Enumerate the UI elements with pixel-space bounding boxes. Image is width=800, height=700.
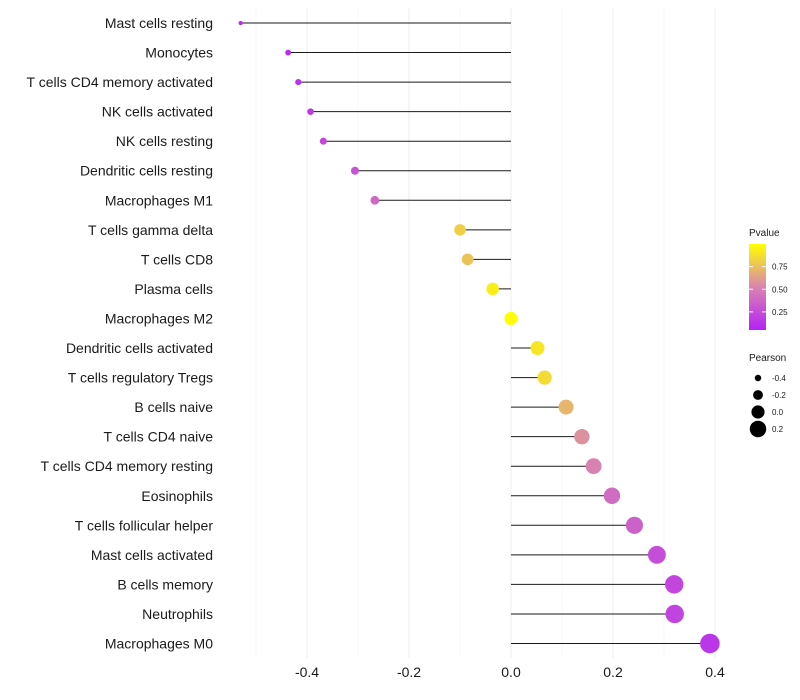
category-label: Mast cells resting [105,15,213,31]
lollipop-point [295,78,302,86]
legend-pearson-tick: 0.2 [772,425,784,434]
category-label: T cells regulatory Tregs [68,370,213,386]
legend-pearson-title: Pearson [749,353,786,364]
lollipop-point [307,108,314,115]
legend-colorbar [749,244,766,330]
lollipop-point [574,428,590,445]
legend-pvalue-tick: 0.25 [772,308,788,317]
lollipop-point [350,166,359,175]
legend-pvalue-tick: 0.50 [772,285,788,294]
category-label: T cells CD4 memory resting [41,458,213,474]
lollipop-point [454,224,466,236]
x-tick-label: 0.2 [603,664,623,680]
legend-size-point [753,390,763,400]
category-label: T cells follicular helper [75,517,214,533]
lollipop-point [558,399,574,415]
legend-pearson-tick: 0.0 [772,408,784,417]
category-label: NK cells activated [102,104,213,120]
x-tick-label: -0.4 [295,664,319,680]
legend-size-point [751,405,765,419]
x-tick-label: 0.0 [501,664,521,680]
lollipop-point [461,253,474,266]
category-label: B cells naive [134,399,213,415]
category-label: NK cells resting [116,133,213,149]
category-label: Mast cells activated [91,547,213,563]
lollipop-point [665,604,684,624]
category-label: Neutrophils [142,606,213,622]
category-label: Dendritic cells activated [66,340,213,356]
lollipop-point [285,49,292,56]
lollipop-point [537,370,552,385]
x-tick-label: 0.4 [705,664,725,680]
category-label: Macrophages M0 [105,636,213,652]
legend-pearson-tick: -0.2 [772,391,786,400]
category-label: Dendritic cells resting [80,163,213,179]
category-label: Eosinophils [141,488,213,504]
category-label: Monocytes [145,45,213,61]
legend-pvalue-tick: 0.75 [772,263,788,272]
category-label: T cells CD8 [141,251,213,267]
legend-size-point [754,374,762,382]
legend-pvalue-title: Pvalue [749,228,780,239]
category-label: Plasma cells [134,281,213,297]
category-label: Macrophages M2 [105,310,213,326]
category-label: T cells CD4 naive [104,429,214,445]
lollipop-point [504,311,518,326]
legend-size-point [749,420,767,438]
lollipop-point [370,195,380,205]
category-label: B cells memory [117,576,213,592]
category-label: Macrophages M1 [105,192,213,208]
lollipop-point [625,516,643,534]
lollipop-point [700,633,720,654]
lollipop-point [664,575,684,594]
lollipop-point [319,137,327,145]
category-label: T cells CD4 memory activated [27,74,213,90]
category-label: T cells gamma delta [88,222,213,238]
lollipop-point [647,545,666,564]
x-tick-label: -0.2 [397,664,421,680]
legend-pearson-tick: -0.4 [772,374,786,383]
lollipop-point [486,282,499,296]
lollipop-point [585,458,602,475]
lollipop-point [238,20,243,26]
lollipop-point [530,341,545,356]
lollipop-point [603,487,621,504]
